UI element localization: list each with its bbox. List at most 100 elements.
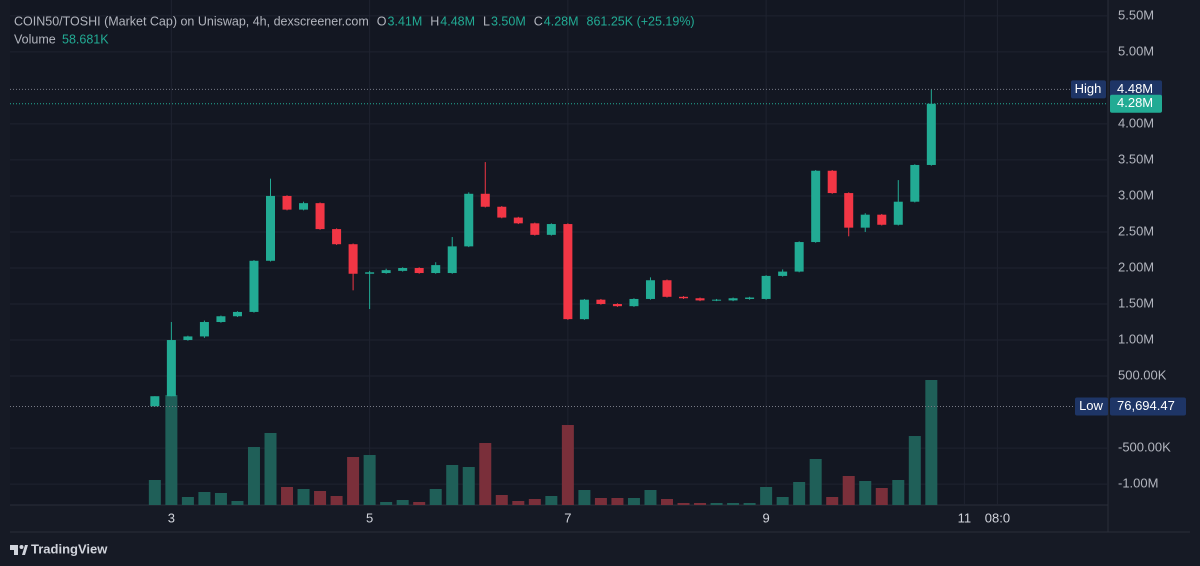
y-tick-label: 5.50M: [1118, 7, 1154, 22]
volume-bar: [314, 491, 327, 505]
candle-body: [183, 336, 193, 341]
ohlc-label: O: [377, 14, 387, 28]
candle-body: [282, 195, 292, 210]
volume-bar: [793, 482, 806, 505]
candle-body: [513, 217, 523, 224]
candle-body: [546, 224, 556, 235]
candle-body: [712, 299, 722, 301]
y-tick-label: -500.00K: [1118, 440, 1171, 455]
candle-body: [464, 193, 474, 247]
candle-body: [431, 265, 441, 274]
volume-bar: [809, 459, 822, 505]
high-value-box: [1110, 80, 1162, 99]
volume-bar: [743, 502, 756, 505]
ohlc-value: 3.41M: [388, 14, 423, 28]
volume-bar: [545, 496, 558, 505]
volume-bar: [396, 500, 409, 505]
volume-bar: [446, 465, 459, 505]
ohlc-value: 4.48M: [440, 14, 475, 28]
volume-bar: [512, 500, 525, 505]
y-tick-label: 1.50M: [1118, 295, 1154, 310]
candle-body: [910, 164, 920, 202]
ohlc-label: H: [430, 14, 439, 28]
x-tick-label: 08:0: [985, 510, 1010, 525]
volume-bar: [264, 433, 277, 505]
ohlc-value: 4.28M: [544, 14, 579, 28]
volume-bar: [165, 395, 178, 505]
candle-body: [695, 298, 705, 301]
low-value: 76,694.47: [1117, 398, 1175, 413]
low-label-box: [1075, 397, 1108, 416]
candle-body: [761, 275, 771, 299]
candle-body: [778, 271, 788, 276]
candle-body: [877, 214, 887, 225]
y-tick-label: -1.00M: [1118, 476, 1158, 491]
candle-body: [679, 296, 689, 299]
candle-body: [596, 299, 606, 305]
candle-body: [645, 280, 655, 299]
volume-bar: [148, 480, 161, 505]
volume-bar: [347, 457, 360, 505]
volume-bar: [776, 497, 789, 505]
y-tick-label: 2.50M: [1118, 223, 1154, 238]
candle-body: [480, 193, 490, 207]
y-tick-label: 4.00M: [1118, 115, 1154, 130]
candle-body: [811, 170, 821, 243]
grid: [10, 0, 1108, 505]
y-tick-label: 3.00M: [1118, 187, 1154, 202]
y-tick-label: 2.00M: [1118, 259, 1154, 274]
candle-body: [745, 297, 755, 299]
volume-bar: [842, 476, 855, 505]
candle-body: [629, 298, 639, 307]
low-label: Low: [1079, 398, 1103, 413]
candle-body: [579, 299, 589, 320]
volume-bar: [247, 447, 260, 505]
axis-layer: 5.50M 5.00M 4.00M 3.50M 3.00M 2.50M 2.00M 1.50M…: [10, 7, 1186, 525]
volume-bar: [627, 498, 640, 505]
volume-bar: [479, 443, 492, 505]
candle-body: [728, 298, 738, 301]
candle-body: [497, 206, 507, 218]
candle-body: [926, 103, 936, 165]
volume-bar: [710, 502, 723, 505]
volume-value: 58.681K: [62, 32, 109, 46]
candle-body: [860, 214, 870, 228]
y-tick-label: 5.00M: [1118, 43, 1154, 58]
x-tick-label: 5: [366, 510, 373, 525]
volume-bar: [281, 487, 294, 505]
ohlc-label: L: [483, 14, 490, 28]
low-value-box: [1110, 397, 1186, 416]
ohlc-label: C: [534, 14, 543, 28]
header-title: COIN50/TOSHI (Market Cap) on Uniswap, 4h…: [14, 14, 369, 28]
candle-body: [150, 396, 160, 407]
candle-body: [447, 246, 457, 274]
y-tick-label: 500.00K: [1118, 367, 1167, 382]
y-tick-label: 1.00M: [1118, 331, 1154, 346]
volume-bar: [908, 436, 921, 505]
plot-area: [10, 0, 1108, 505]
x-tick-label: 3: [168, 510, 175, 525]
candle-body: [794, 242, 804, 272]
x-tick-label: 9: [763, 510, 770, 525]
high-label-box: [1071, 80, 1106, 99]
brand: TradingView: [31, 541, 108, 556]
candle-body: [299, 203, 309, 210]
volume-label: Volume: [14, 32, 56, 46]
candle-body: [612, 304, 622, 307]
x-tick-label: 7: [564, 510, 571, 525]
y-tick-label: 3.50M: [1118, 151, 1154, 166]
last-price: 4.28M: [1117, 95, 1153, 110]
volume-layer: [148, 380, 938, 505]
candle-body: [216, 316, 226, 323]
volume-bar: [660, 498, 673, 505]
x-tick-label: 11: [958, 510, 972, 525]
high-label: High: [1075, 81, 1102, 96]
volume-bar: [462, 467, 475, 505]
volume-bar: [561, 425, 574, 505]
volume-bar: [413, 502, 426, 505]
volume-bar: [611, 498, 624, 505]
candle-body: [827, 170, 837, 194]
candle-body: [249, 260, 259, 312]
candle-body: [265, 195, 275, 261]
